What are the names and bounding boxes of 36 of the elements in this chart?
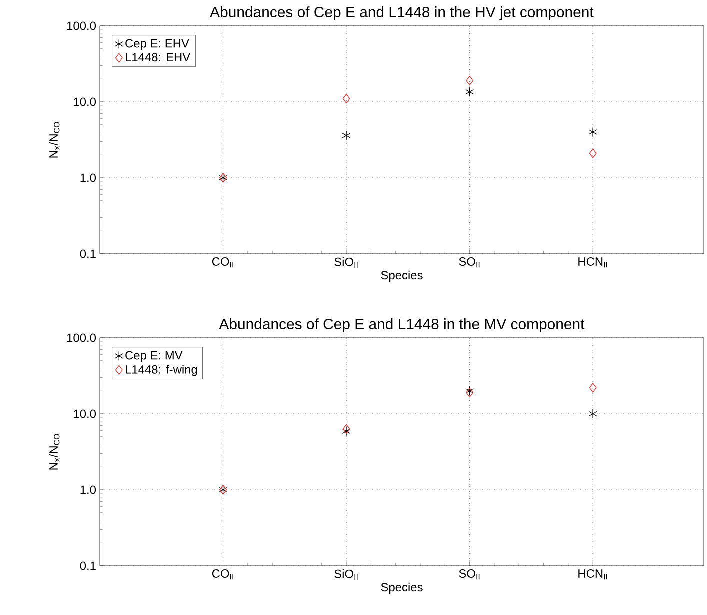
x-tick-label: SiO$_{II}$ — [334, 258, 358, 268]
y-tick-label: 1.0 — [80, 174, 96, 182]
y-tick-label: 10.0 — [74, 410, 96, 418]
point — [589, 383, 597, 393]
y-tick-label: 0.1 — [80, 562, 96, 570]
point — [588, 409, 598, 419]
y-tick-label: 1.0 — [80, 486, 96, 494]
legend-label: L1448: f-wing — [126, 365, 198, 376]
y-tick-label: 100.0 — [67, 22, 96, 30]
x-tick-label: CO$_{II}$ — [212, 570, 234, 580]
legend-label: L1448: EHV — [126, 53, 191, 62]
y-tick-label: 100.0 — [67, 334, 96, 342]
y-tick-label: 0.1 — [80, 250, 96, 258]
x-tick-label: HCN$_{II}$ — [578, 570, 608, 580]
point — [342, 94, 350, 104]
x-tick-label: SO$_{II}$ — [459, 570, 480, 580]
point — [342, 426, 351, 436]
chart-title: Abundances of Cep E and L1448 in the MV component — [219, 318, 585, 332]
y-axis-title: N$_{x}$/N$_{CO}$ — [49, 122, 60, 158]
x-tick-label: HCN$_{II}$ — [578, 258, 608, 268]
x-tick-label: SO$_{II}$ — [459, 258, 480, 268]
chart-title: Abundances of Cep E and L1448 in the HV jet component — [210, 6, 594, 20]
legend-label: Cep E: MV — [126, 351, 183, 362]
x-axis-title: Species — [381, 270, 423, 282]
x-tick-label: SiO$_{II}$ — [334, 570, 358, 580]
point — [342, 424, 350, 434]
point — [589, 148, 597, 158]
y-axis-title: N$_{x}$/N$_{CO}$ — [49, 434, 60, 470]
legend-label: Cep E: EHV — [126, 39, 190, 50]
point — [588, 127, 598, 138]
x-tick-label: CO$_{II}$ — [212, 258, 234, 268]
point — [466, 87, 474, 97]
x-axis-title: Species — [381, 582, 423, 594]
point — [466, 76, 474, 86]
point — [342, 130, 351, 141]
y-tick-label: 10.0 — [74, 98, 96, 106]
